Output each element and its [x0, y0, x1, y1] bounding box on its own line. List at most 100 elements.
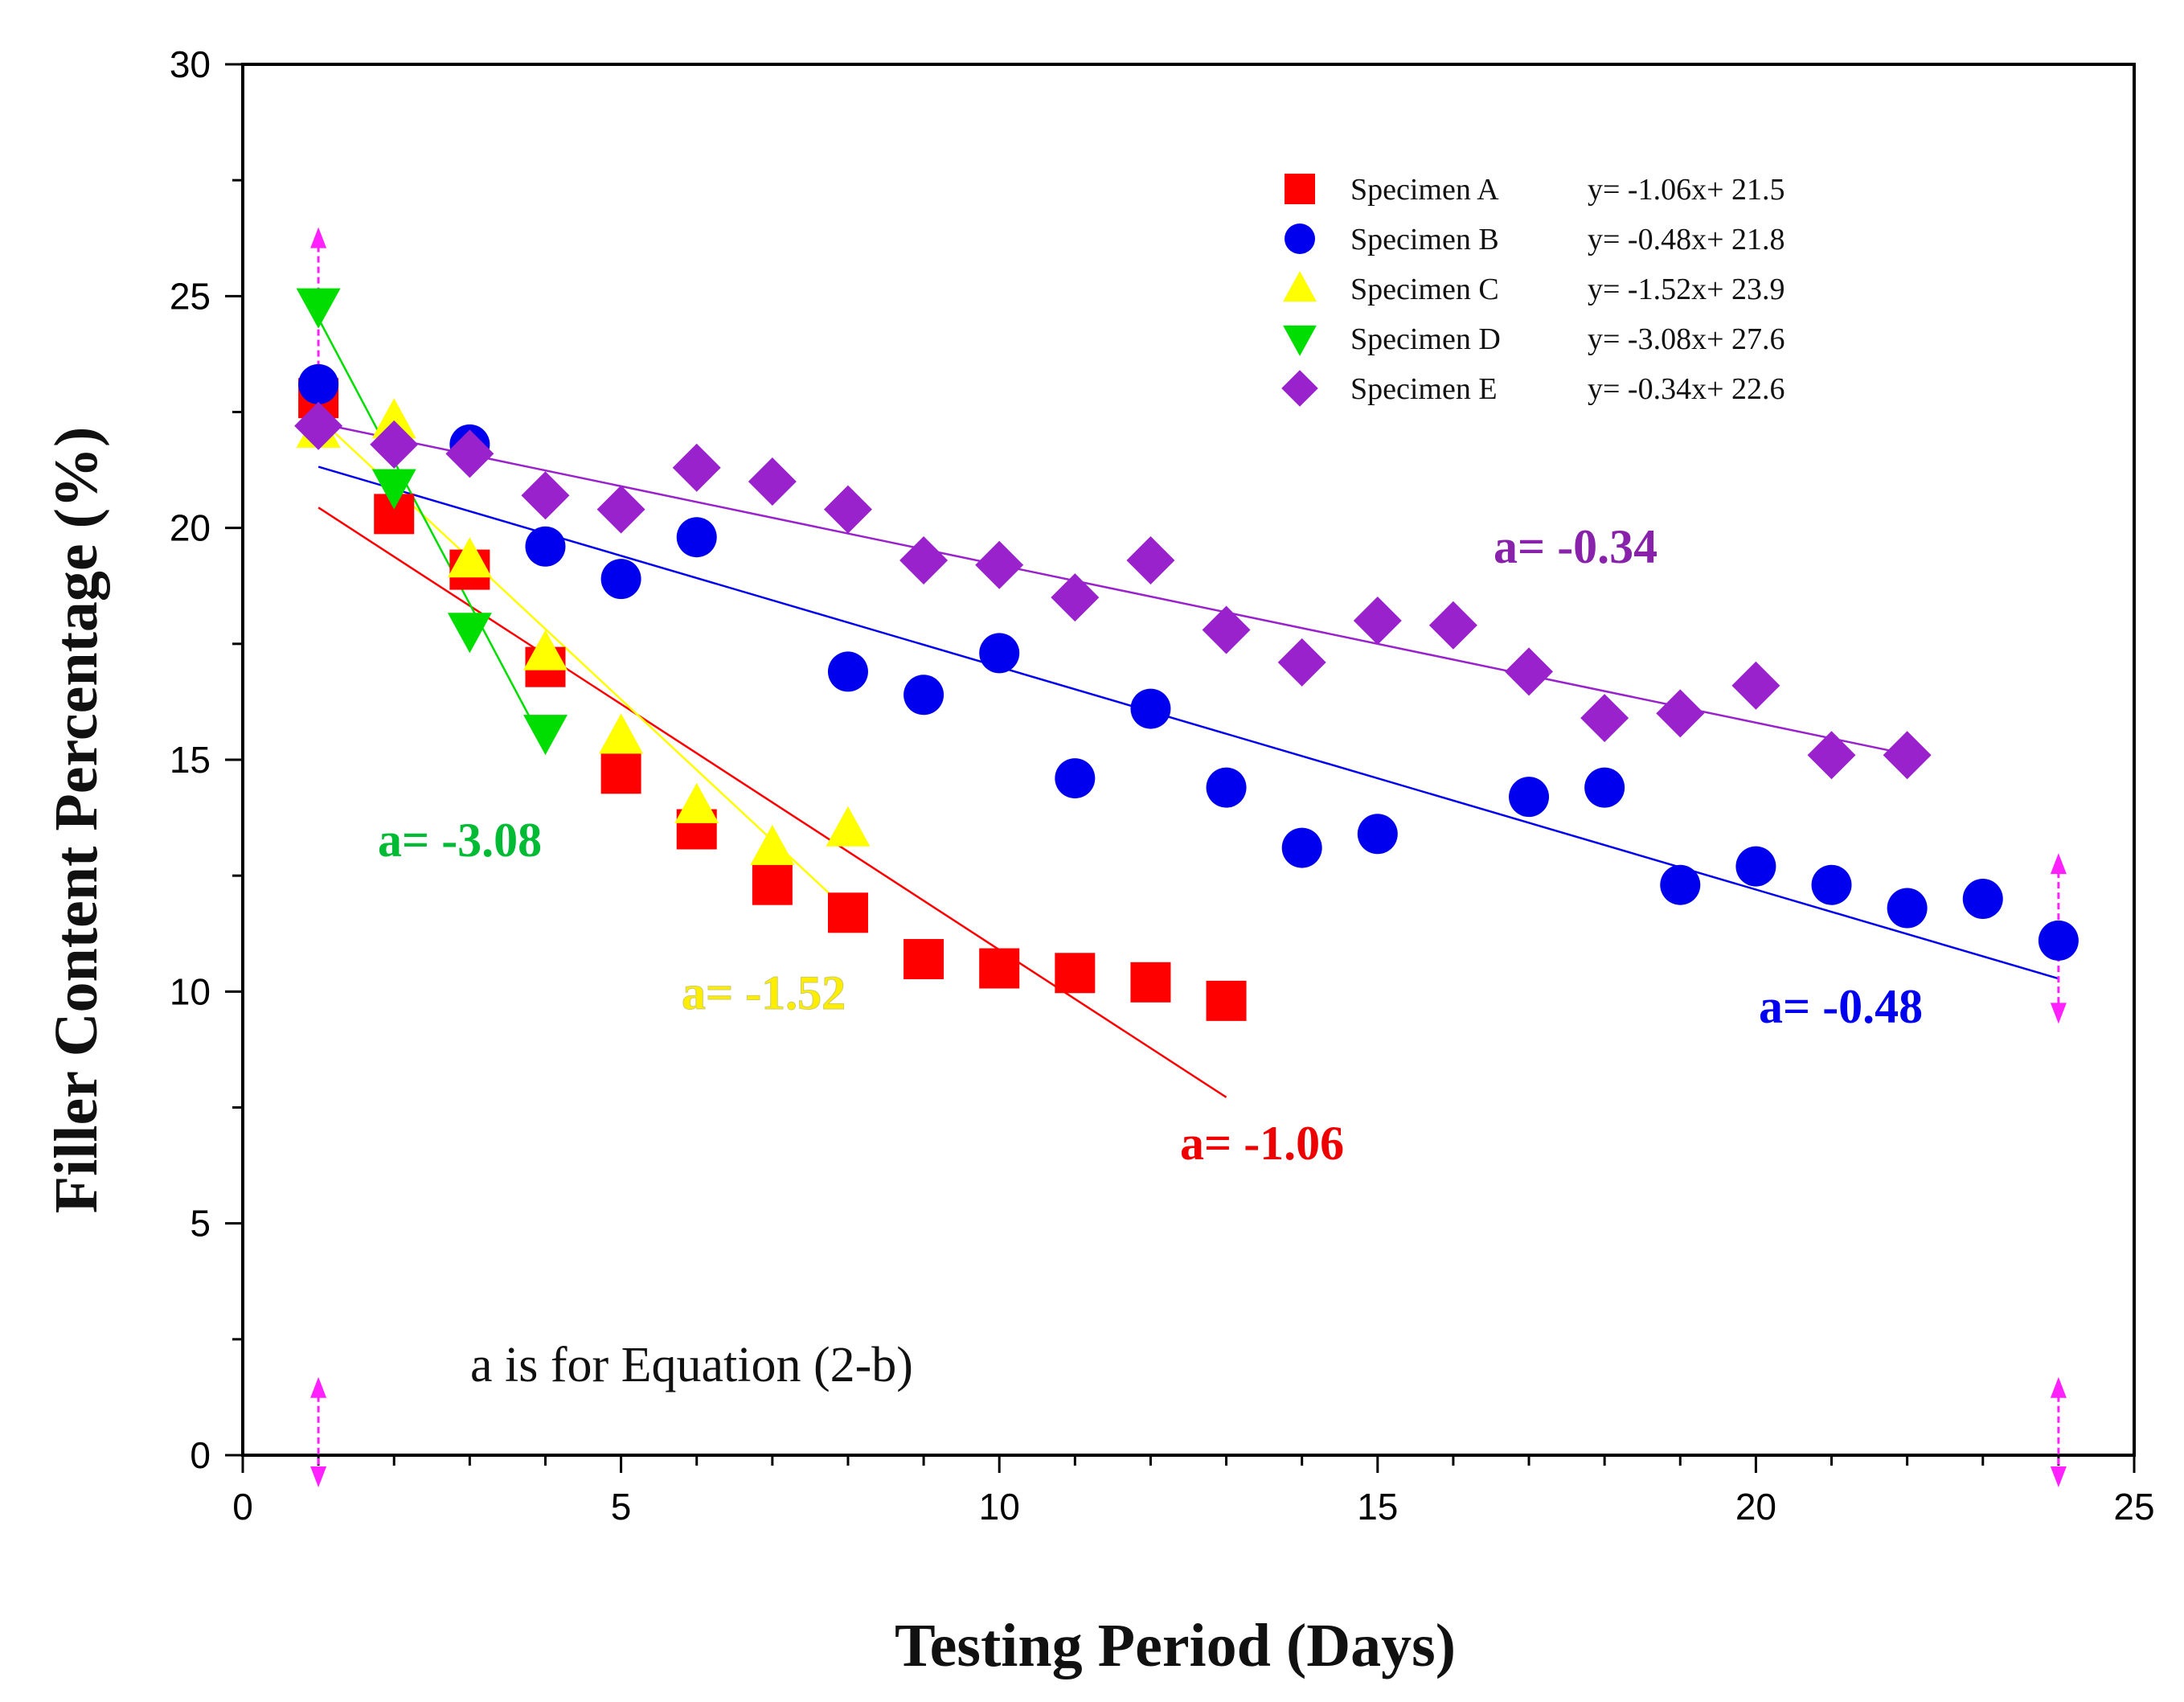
y-tick-label: 30: [170, 43, 211, 85]
data-point: [1281, 827, 1322, 868]
y-tick-label: 15: [170, 739, 211, 781]
data-point: [827, 651, 868, 692]
data-point: [1660, 864, 1701, 905]
data-point: [370, 420, 419, 469]
legend-item: Specimen C y= -1.52x+ 23.9: [1283, 271, 1785, 306]
data-point: [1807, 731, 1856, 780]
fit-line: [318, 465, 2059, 980]
equation-note: a is for Equation (2-b): [470, 1338, 913, 1392]
data-point: [1055, 953, 1096, 994]
slope-annotation: a= -3.08: [378, 814, 542, 867]
x-tick-label: 25: [2113, 1486, 2154, 1528]
legend-label: Specimen C: [1350, 273, 1499, 306]
legend-label: Specimen D: [1350, 322, 1501, 356]
fit-line: [318, 318, 547, 748]
data-point: [823, 485, 872, 534]
data-point: [447, 613, 492, 654]
series-specimen-c: [296, 398, 871, 865]
data-point: [522, 715, 568, 756]
data-point: [904, 938, 944, 979]
x-tick-label: 0: [232, 1486, 253, 1528]
y-tick-label: 20: [170, 507, 211, 549]
x-axis-title: Testing Period (Days): [895, 1612, 1456, 1679]
y-tick-label: 0: [190, 1434, 211, 1476]
legend-marker: [1283, 271, 1317, 302]
data-point: [1656, 689, 1705, 738]
series-specimen-a: [298, 378, 1247, 1021]
data-point: [525, 526, 566, 567]
data-point: [1206, 767, 1247, 808]
x-tick-label: 10: [979, 1486, 1020, 1528]
data-point: [1202, 605, 1251, 654]
y-tick-label: 25: [170, 275, 211, 317]
data-point: [904, 675, 944, 716]
data-point: [371, 469, 416, 510]
y-axis: 0 5 10 15 20 25 30: [170, 43, 243, 1476]
legend-equation: y= -0.48x+ 21.8: [1588, 223, 1785, 256]
data-point: [1735, 846, 1776, 887]
legend-equation: y= -3.08x+ 27.6: [1588, 322, 1785, 356]
data-point: [979, 633, 1020, 674]
legend-equation: y= -1.52x+ 23.9: [1588, 273, 1785, 306]
legend-marker: [1281, 370, 1318, 407]
slope-annotation: a= -0.34: [1494, 520, 1657, 573]
series-specimen-d: [296, 288, 568, 756]
legend-equation: y= -1.06x+ 21.5: [1588, 173, 1785, 207]
y-tick-label: 10: [170, 970, 211, 1012]
data-point: [296, 288, 341, 329]
slope-annotation: a= -1.52: [682, 966, 846, 1019]
data-point: [522, 630, 568, 671]
data-point: [1277, 638, 1326, 687]
data-point: [1130, 962, 1171, 1003]
data-point: [676, 517, 717, 558]
data-point: [596, 485, 645, 534]
data-point: [447, 537, 492, 578]
data-point: [748, 457, 797, 506]
fit-line: [318, 422, 1907, 756]
data-point: [826, 806, 871, 847]
data-point: [899, 536, 949, 585]
data-point: [1887, 888, 1928, 929]
range-marker: [2050, 1376, 2067, 1487]
slope-annotations: a= -1.06 a= -0.48 a= -1.52 a= -3.08 a= -0.34: [378, 520, 1923, 1170]
series-specimen-b: [298, 363, 2079, 961]
data-point: [827, 892, 868, 933]
data-point: [1811, 864, 1852, 905]
data-point: [1130, 688, 1171, 729]
data-point: [975, 540, 1024, 589]
legend-item: Specimen D y= -3.08x+ 27.6: [1283, 322, 1785, 356]
slope-annotation: a= -1.06: [1180, 1117, 1344, 1170]
range-markers: [310, 227, 2067, 1487]
x-axis: 0 5 10 15 20 25: [232, 1455, 2155, 1528]
legend-item: Specimen A y= -1.06x+ 21.5: [1285, 173, 1785, 207]
data-point: [445, 429, 494, 478]
y-tick-label: 5: [190, 1203, 211, 1245]
data-point: [1584, 767, 1625, 808]
legend-item: Specimen B y= -0.48x+ 21.8: [1285, 223, 1785, 256]
data-point: [672, 443, 721, 492]
data-point: [1126, 536, 1175, 585]
data-point: [1962, 879, 2003, 919]
legend-label: Specimen A: [1350, 173, 1499, 207]
data-point: [1051, 573, 1100, 622]
data-point: [1353, 597, 1402, 645]
data-point: [298, 363, 339, 404]
legend-marker: [1283, 325, 1317, 356]
y-axis-title: Filler Content Percentage (%): [43, 427, 110, 1214]
x-tick-label: 15: [1357, 1486, 1398, 1528]
data-point: [294, 401, 343, 450]
data-point: [1357, 814, 1398, 855]
slope-annotation: a= -0.48: [1759, 980, 1923, 1033]
data-points: [294, 288, 2079, 1021]
data-point: [750, 824, 795, 865]
data-point: [371, 398, 416, 439]
data-point: [1731, 661, 1780, 710]
data-point: [1055, 758, 1096, 799]
data-point: [1206, 980, 1247, 1021]
data-point: [674, 782, 719, 823]
data-point: [2038, 920, 2079, 961]
data-point: [600, 559, 641, 600]
legend-equation: y= -0.34x+ 22.6: [1588, 372, 1785, 406]
legend-label: Specimen B: [1350, 223, 1499, 256]
